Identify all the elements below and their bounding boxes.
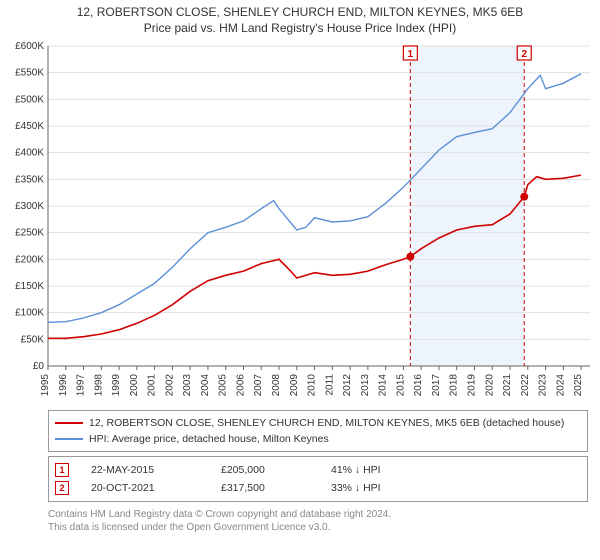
price-chart: £0 £50K £100K £150K £200K £250K £300K £350K £400… [0,38,600,408]
y-tick-label: £200K [15,255,44,266]
x-tick-label: 2009 [289,374,300,397]
x-tick-label: 2019 [466,374,477,397]
x-tick-label: 2024 [555,374,566,397]
license-line1: Contains HM Land Registry data © Crown c… [48,508,588,521]
x-tick-label: 2010 [307,374,318,397]
legend-item: 12, ROBERTSON CLOSE, SHENLEY CHURCH END,… [55,415,581,431]
chart-title-line2: Price paid vs. HM Land Registry's House … [8,20,592,36]
x-tick-label: 2014 [378,374,389,397]
sale-flag: 1 [55,463,69,477]
sale-hpi-diff: 33% ↓ HPI [331,482,441,494]
y-tick-label: £300K [15,201,44,212]
sale-price: £205,000 [221,464,331,476]
x-tick-label: 2017 [431,374,442,397]
legend-swatch [55,438,83,440]
y-tick-label: £0 [33,361,45,372]
x-tick-label: 2001 [147,374,158,397]
legend-label: 12, ROBERTSON CLOSE, SHENLEY CHURCH END,… [89,417,564,429]
sale-date: 20-OCT-2021 [91,482,221,494]
legend-swatch [55,422,83,424]
x-tick-label: 2020 [484,374,495,397]
x-tick-label: 1995 [40,374,51,397]
legend-item: HPI: Average price, detached house, Milt… [55,431,581,447]
y-tick-label: £600K [15,41,44,52]
sale-hpi-diff: 41% ↓ HPI [331,464,441,476]
y-tick-label: £350K [15,175,44,186]
sale-row: 1 22-MAY-2015£205,00041% ↓ HPI [55,461,581,479]
sale-price: £317,500 [221,482,331,494]
x-tick-label: 2002 [164,374,175,397]
x-tick-label: 1998 [93,374,104,397]
x-tick-label: 2011 [324,374,335,396]
y-tick-label: £50K [21,335,45,346]
x-tick-label: 2018 [449,374,460,397]
flag-label: 1 [408,49,414,60]
legend: 12, ROBERTSON CLOSE, SHENLEY CHURCH END,… [48,410,588,452]
y-tick-label: £550K [15,68,44,79]
x-tick-label: 2004 [200,374,211,397]
sale-date: 22-MAY-2015 [91,464,221,476]
x-tick-label: 2016 [413,374,424,397]
x-tick-label: 2012 [342,374,353,397]
x-tick-label: 2021 [502,374,513,397]
x-tick-label: 2005 [218,374,229,397]
x-tick-label: 2023 [538,374,549,397]
x-tick-label: 2013 [360,374,371,397]
legend-label: HPI: Average price, detached house, Milt… [89,433,329,445]
sale-row: 2 20-OCT-2021£317,50033% ↓ HPI [55,479,581,497]
y-tick-label: £500K [15,95,44,106]
x-tick-label: 2000 [129,374,140,397]
flag-label: 2 [521,49,527,60]
chart-area: £0 £50K £100K £150K £200K £250K £300K £350K £400… [0,38,600,408]
x-tick-label: 2015 [395,374,406,397]
x-tick-label: 2007 [253,374,264,397]
y-tick-label: £150K [15,281,44,292]
sales-table: 1 22-MAY-2015£205,00041% ↓ HPI 2 20-OCT-202… [48,456,588,502]
x-tick-label: 1997 [76,374,87,397]
y-tick-label: £400K [15,148,44,159]
license-line2: This data is licensed under the Open Gov… [48,521,588,534]
x-tick-label: 2025 [573,374,584,397]
x-tick-label: 1996 [58,374,69,397]
x-tick-label: 2006 [235,374,246,397]
chart-title-line1: 12, ROBERTSON CLOSE, SHENLEY CHURCH END,… [8,4,592,20]
y-tick-label: £250K [15,228,44,239]
x-tick-label: 2022 [520,374,531,397]
license-text: Contains HM Land Registry data © Crown c… [48,506,588,534]
x-tick-label: 2008 [271,374,282,397]
chart-title-block: 12, ROBERTSON CLOSE, SHENLEY CHURCH END,… [0,0,600,38]
sale-flag: 2 [55,481,69,495]
x-tick-label: 2003 [182,374,193,397]
y-tick-label: £100K [15,308,44,319]
x-tick-label: 1999 [111,374,122,397]
y-tick-label: £450K [15,121,44,132]
